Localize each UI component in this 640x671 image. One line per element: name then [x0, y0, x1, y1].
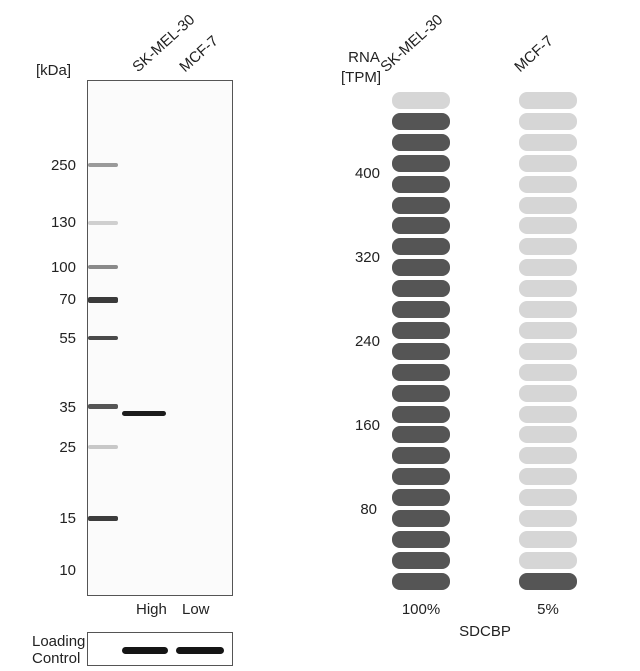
rna-segment: [392, 572, 450, 590]
marker-label-70: 70: [59, 291, 76, 308]
rna-segment: [519, 530, 577, 548]
lane-level-high: High: [136, 601, 167, 618]
kda-unit-label: [kDa]: [36, 62, 72, 79]
marker-label-25: 25: [59, 439, 76, 456]
rna-tick-80: 80: [360, 501, 377, 518]
rna-segment: [519, 489, 577, 507]
rna-segment: [519, 133, 577, 151]
rna-axis-label-line1: RNA: [348, 49, 380, 66]
rna-percentage-mcf-7: 5%: [537, 601, 559, 618]
rna-tick-160: 160: [354, 417, 380, 434]
loading-control-label-line2: Control: [32, 650, 81, 667]
rna-segment: [392, 384, 450, 402]
rna-segment: [519, 363, 577, 381]
marker-label-100: 100: [50, 259, 76, 276]
rna-segment: [392, 551, 450, 569]
ladder-band-100: [88, 265, 118, 269]
rna-segment: [519, 426, 577, 444]
rna-segment: [392, 112, 450, 130]
rna-segment: [392, 468, 450, 486]
rna-axis-label-line2: [TPM]: [341, 69, 381, 86]
loading-control-blot: [87, 632, 233, 666]
marker-label-250: 250: [50, 157, 76, 174]
rna-segment: [519, 551, 577, 569]
rna-segment: [519, 572, 577, 590]
rna-segment: [392, 280, 450, 298]
marker-label-35: 35: [59, 399, 76, 416]
lane-level-low: Low: [182, 601, 210, 618]
marker-label-10: 10: [59, 562, 76, 579]
sample-band-sk-mel-30: [122, 411, 166, 416]
ladder-band-25: [88, 445, 118, 449]
rna-segment: [519, 217, 577, 235]
rna-segment: [519, 112, 577, 130]
rna-segment: [519, 238, 577, 256]
rna-segment: [392, 154, 450, 172]
rna-segment: [519, 447, 577, 465]
loading-band-mcf-7: [176, 647, 224, 654]
rna-segment: [519, 259, 577, 277]
rna-cell-line-sk-mel-30: SK-MEL-30: [377, 11, 447, 76]
rna-cell-line-mcf-7: MCF-7: [511, 32, 557, 76]
rna-segment: [392, 530, 450, 548]
ladder-band-130: [88, 221, 118, 225]
rna-segment: [519, 92, 577, 109]
rna-segment: [519, 196, 577, 214]
rna-segment: [519, 175, 577, 193]
rna-percentage-sk-mel-30: 100%: [401, 601, 441, 618]
loading-band-sk-mel-30: [122, 647, 168, 654]
rna-segment: [392, 342, 450, 360]
rna-segment: [392, 510, 450, 527]
marker-label-15: 15: [59, 510, 76, 527]
lane-label-mcf-7: MCF-7: [176, 32, 222, 76]
ladder-band-70: [88, 297, 118, 303]
rna-segment: [519, 342, 577, 360]
rna-tick-400: 400: [354, 165, 380, 182]
rna-segment: [392, 196, 450, 214]
western-blot-image: [87, 80, 233, 596]
rna-segment: [392, 363, 450, 381]
rna-segment: [519, 154, 577, 172]
marker-label-130: 130: [50, 214, 76, 231]
ladder-band-55: [88, 336, 118, 340]
rna-segment: [392, 175, 450, 193]
rna-segment: [392, 133, 450, 151]
rna-segment: [519, 405, 577, 423]
rna-segment: [392, 426, 450, 444]
rna-segment: [392, 259, 450, 277]
rna-segment: [392, 238, 450, 256]
rna-segment: [519, 510, 577, 527]
rna-segment: [392, 405, 450, 423]
ladder-band-35: [88, 404, 118, 409]
rna-segment: [519, 280, 577, 298]
rna-segment: [392, 489, 450, 507]
rna-segment: [392, 92, 450, 109]
loading-control-label-line1: Loading: [32, 633, 86, 650]
marker-label-55: 55: [59, 330, 76, 347]
rna-segment: [392, 447, 450, 465]
ladder-band-15: [88, 516, 118, 521]
rna-segment: [392, 321, 450, 339]
ladder-band-250: [88, 163, 118, 167]
rna-gene-name: SDCBP: [459, 623, 511, 640]
rna-segment: [519, 321, 577, 339]
rna-segment: [392, 301, 450, 318]
rna-tick-240: 240: [354, 333, 380, 350]
rna-tick-320: 320: [354, 249, 380, 266]
rna-segment: [519, 468, 577, 486]
rna-segment: [519, 384, 577, 402]
rna-segment: [392, 217, 450, 235]
rna-segment: [519, 301, 577, 318]
